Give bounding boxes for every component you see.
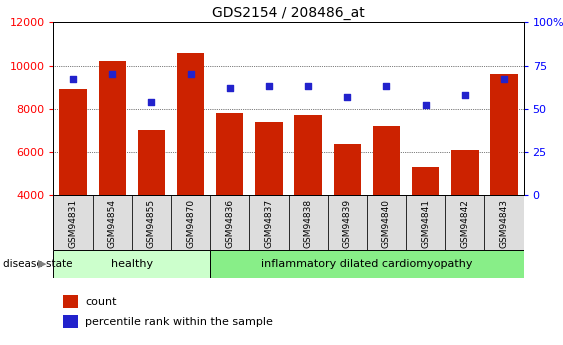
Bar — [99, 61, 126, 195]
Text: ▶: ▶ — [38, 259, 47, 269]
Bar — [59, 89, 87, 195]
Point — [499, 77, 508, 82]
Point — [147, 99, 156, 105]
Text: GSM94854: GSM94854 — [108, 199, 117, 248]
Text: GSM94870: GSM94870 — [186, 199, 195, 248]
Bar — [451, 150, 479, 195]
Point — [461, 92, 470, 98]
Bar — [177, 52, 204, 195]
Bar — [412, 167, 439, 195]
Bar — [367, 195, 406, 250]
Point — [108, 71, 117, 77]
Bar — [63, 315, 78, 328]
Point — [265, 83, 274, 89]
Bar — [132, 195, 171, 250]
Bar — [328, 195, 367, 250]
Bar — [255, 121, 283, 195]
Bar — [210, 250, 524, 278]
Bar — [138, 130, 165, 195]
Point — [421, 102, 430, 108]
Text: GSM94836: GSM94836 — [225, 199, 234, 248]
Text: count: count — [86, 297, 117, 307]
Bar — [53, 250, 210, 278]
Title: GDS2154 / 208486_at: GDS2154 / 208486_at — [212, 6, 365, 20]
Text: GSM94831: GSM94831 — [69, 199, 78, 248]
Text: GSM94840: GSM94840 — [382, 199, 391, 248]
Text: healthy: healthy — [111, 259, 153, 269]
Text: GSM94842: GSM94842 — [461, 199, 470, 248]
Point — [69, 77, 78, 82]
Bar — [445, 195, 484, 250]
Bar — [249, 195, 288, 250]
Bar — [294, 115, 322, 195]
Point — [186, 71, 195, 77]
Bar — [93, 195, 132, 250]
Bar — [490, 74, 518, 195]
Bar — [373, 126, 400, 195]
Point — [382, 83, 391, 89]
Text: inflammatory dilated cardiomyopathy: inflammatory dilated cardiomyopathy — [261, 259, 472, 269]
Bar — [171, 195, 210, 250]
Text: GSM94838: GSM94838 — [303, 199, 312, 248]
Bar — [334, 144, 361, 195]
Text: GSM94839: GSM94839 — [343, 199, 352, 248]
Point — [225, 85, 234, 91]
Bar — [53, 195, 93, 250]
Point — [343, 94, 352, 99]
Text: disease state: disease state — [3, 259, 72, 269]
Text: GSM94837: GSM94837 — [265, 199, 274, 248]
Bar — [63, 295, 78, 308]
Point — [303, 83, 312, 89]
Bar — [210, 195, 249, 250]
Bar — [288, 195, 328, 250]
Bar — [216, 113, 243, 195]
Text: GSM94843: GSM94843 — [499, 199, 508, 248]
Bar — [484, 195, 524, 250]
Text: GSM94841: GSM94841 — [421, 199, 430, 248]
Bar — [406, 195, 445, 250]
Text: GSM94855: GSM94855 — [147, 199, 156, 248]
Text: percentile rank within the sample: percentile rank within the sample — [86, 317, 273, 327]
